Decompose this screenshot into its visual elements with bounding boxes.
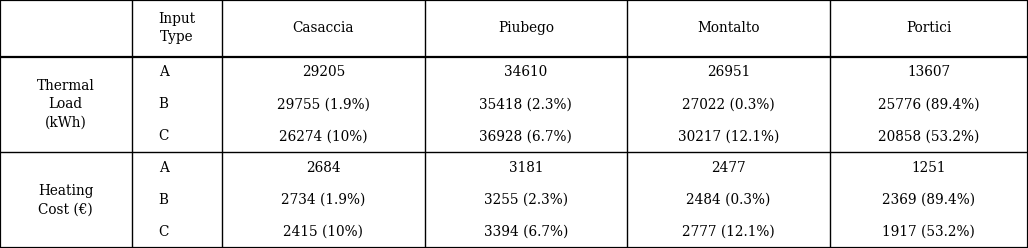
Text: 26951: 26951 — [706, 65, 750, 80]
Text: 2684: 2684 — [306, 161, 340, 175]
Text: 13607: 13607 — [908, 65, 950, 80]
Text: 2477: 2477 — [711, 161, 745, 175]
Text: Input
Type: Input Type — [158, 12, 195, 44]
Text: Thermal
Load
(kWh): Thermal Load (kWh) — [37, 79, 95, 130]
Text: Piubego: Piubego — [498, 21, 554, 35]
Text: 1251: 1251 — [912, 161, 946, 175]
Text: 27022 (0.3%): 27022 (0.3%) — [682, 97, 775, 111]
Text: B: B — [158, 193, 169, 207]
Text: 29755 (1.9%): 29755 (1.9%) — [277, 97, 370, 111]
Text: 2777 (12.1%): 2777 (12.1%) — [682, 225, 775, 239]
Text: B: B — [158, 97, 169, 111]
Text: 29205: 29205 — [301, 65, 345, 80]
Text: 35418 (2.3%): 35418 (2.3%) — [479, 97, 573, 111]
Text: 3255 (2.3%): 3255 (2.3%) — [484, 193, 567, 207]
Text: C: C — [158, 129, 169, 143]
Text: 3181: 3181 — [509, 161, 543, 175]
Text: Montalto: Montalto — [697, 21, 760, 35]
Text: 2484 (0.3%): 2484 (0.3%) — [686, 193, 771, 207]
Text: Casaccia: Casaccia — [293, 21, 354, 35]
Text: 2369 (89.4%): 2369 (89.4%) — [882, 193, 976, 207]
Text: 1917 (53.2%): 1917 (53.2%) — [882, 225, 976, 239]
Text: 3394 (6.7%): 3394 (6.7%) — [483, 225, 568, 239]
Text: A: A — [158, 161, 169, 175]
Text: Heating
Cost (€): Heating Cost (€) — [38, 184, 94, 216]
Text: 20858 (53.2%): 20858 (53.2%) — [878, 129, 980, 143]
Text: 25776 (89.4%): 25776 (89.4%) — [878, 97, 980, 111]
Text: Portici: Portici — [906, 21, 952, 35]
Text: 30217 (12.1%): 30217 (12.1%) — [677, 129, 779, 143]
Text: 2734 (1.9%): 2734 (1.9%) — [281, 193, 366, 207]
Text: C: C — [158, 225, 169, 239]
Text: A: A — [158, 65, 169, 80]
Text: 36928 (6.7%): 36928 (6.7%) — [479, 129, 573, 143]
Text: 34610: 34610 — [504, 65, 548, 80]
Text: 2415 (10%): 2415 (10%) — [284, 225, 363, 239]
Text: 26274 (10%): 26274 (10%) — [279, 129, 368, 143]
